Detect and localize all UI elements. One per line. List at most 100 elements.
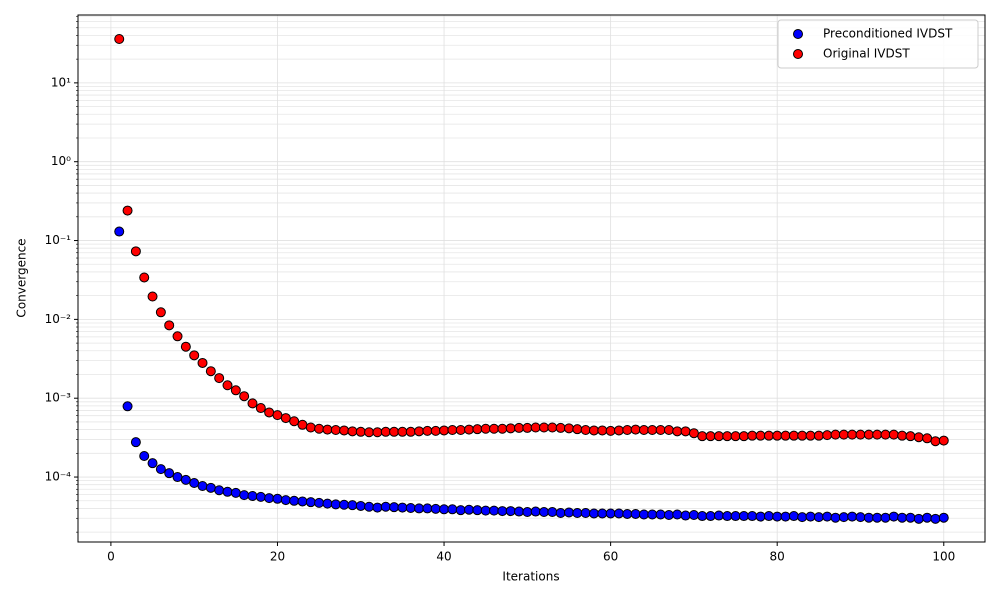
point [155,307,166,318]
point [805,511,816,522]
point [364,427,375,438]
point [847,511,858,522]
point [880,512,891,523]
point [580,425,591,436]
point [455,425,466,436]
point [547,507,558,518]
point [147,458,158,469]
point [680,426,691,437]
point [663,510,674,521]
point [322,498,333,509]
point [130,437,141,448]
point [214,373,225,384]
point [888,511,899,522]
point [430,425,441,436]
x-tick-label: 0 [107,550,115,564]
point [688,510,699,521]
point [455,505,466,516]
point [239,490,250,501]
point [780,511,791,522]
x-tick-label: 60 [603,550,618,564]
point [397,426,408,437]
point [489,423,500,434]
point [622,508,633,519]
point [572,424,583,435]
point [422,503,433,514]
point [297,419,308,430]
point [164,468,175,479]
point [555,422,566,433]
point [122,401,133,412]
point [855,429,866,440]
point [189,478,200,489]
point [230,487,241,498]
point [922,512,933,523]
point [655,425,666,436]
point [497,423,508,434]
point [913,432,924,443]
point [688,428,699,439]
point [214,485,225,496]
point [164,320,175,331]
point [205,482,216,493]
point [122,205,133,216]
point [597,508,608,519]
point [247,398,258,409]
point [480,505,491,516]
y-tick-label: 10⁻² [45,312,72,326]
point [805,430,816,441]
y-tick-label: 10⁻¹ [45,233,72,247]
point [638,509,649,520]
point [855,512,866,523]
point [389,502,400,513]
point [905,512,916,523]
point [489,505,500,516]
point [472,505,483,516]
x-tick-label: 40 [436,550,451,564]
point [280,413,291,424]
point [355,500,366,511]
point [522,422,533,433]
point [672,509,683,520]
point [930,436,941,447]
point [663,425,674,436]
point [114,226,125,237]
point [755,511,766,522]
point [897,512,908,523]
point [364,501,375,512]
point [180,474,191,485]
point [372,427,383,438]
point [222,380,233,391]
point [339,499,350,510]
point [289,495,300,506]
y-tick-label: 10⁰ [51,154,71,168]
point [655,509,666,520]
point [405,502,416,513]
point [255,403,266,414]
point [514,506,525,517]
point [155,464,166,475]
point [755,430,766,441]
point [464,504,475,515]
point [938,512,949,523]
point [205,366,216,377]
point [264,493,275,504]
point [872,429,883,440]
point [780,430,791,441]
point [797,512,808,523]
point [863,512,874,523]
point [139,450,150,461]
point [130,246,141,257]
point [730,431,741,442]
y-tick-label: 10¹ [51,75,71,89]
point [305,422,316,433]
point [572,507,583,518]
point [505,506,516,517]
point [605,508,616,519]
point [763,430,774,441]
point [613,425,624,436]
point [788,511,799,522]
point [538,507,549,518]
point [772,511,783,522]
